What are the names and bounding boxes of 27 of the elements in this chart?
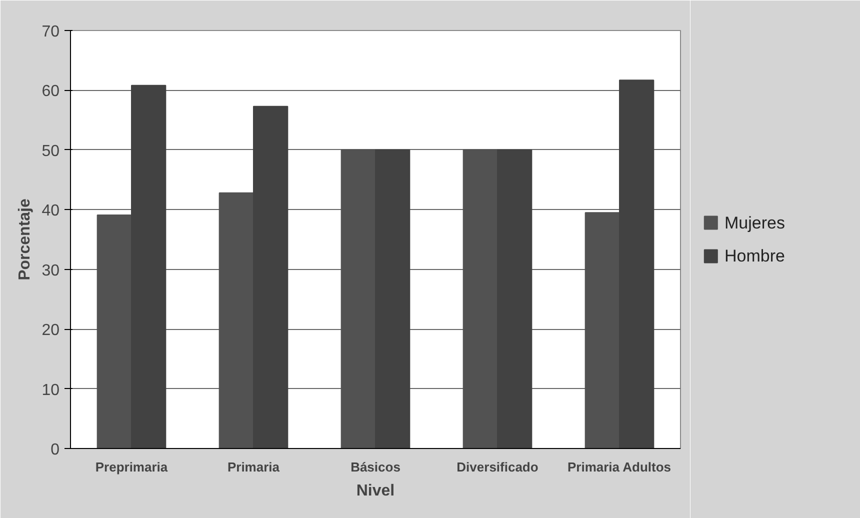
y-tick-label: 10 — [42, 382, 60, 399]
x-tick-label: Diversificado — [456, 460, 538, 474]
bar — [619, 80, 654, 448]
bar — [375, 149, 410, 448]
legend-label: Mujeres — [724, 213, 785, 232]
y-tick-label: 20 — [42, 322, 60, 340]
bar — [462, 149, 498, 448]
x-tick-label: Primaria Adultos — [567, 460, 672, 474]
x-axis-title: Nivel — [356, 482, 395, 500]
y-tick-label: 30 — [42, 262, 60, 280]
x-tick-label: Preprimaria — [95, 460, 168, 474]
legend-label: Hombre — [724, 246, 785, 266]
bar — [96, 214, 132, 448]
bar — [340, 149, 376, 448]
bar — [131, 84, 166, 448]
bar — [497, 149, 532, 448]
y-tick-label: 60 — [42, 83, 60, 100]
bar — [253, 106, 288, 448]
y-tick-label: 70 — [42, 24, 60, 40]
y-axis-title: Porcentaje — [16, 198, 34, 280]
y-tick-label: 50 — [42, 142, 60, 160]
bar — [218, 192, 254, 448]
x-tick-label: Básicos — [350, 460, 400, 474]
bar — [584, 212, 620, 448]
x-tick-label: Primaria — [227, 460, 280, 474]
y-tick-label: 40 — [42, 202, 60, 220]
y-tick-label: 0 — [50, 442, 60, 458]
